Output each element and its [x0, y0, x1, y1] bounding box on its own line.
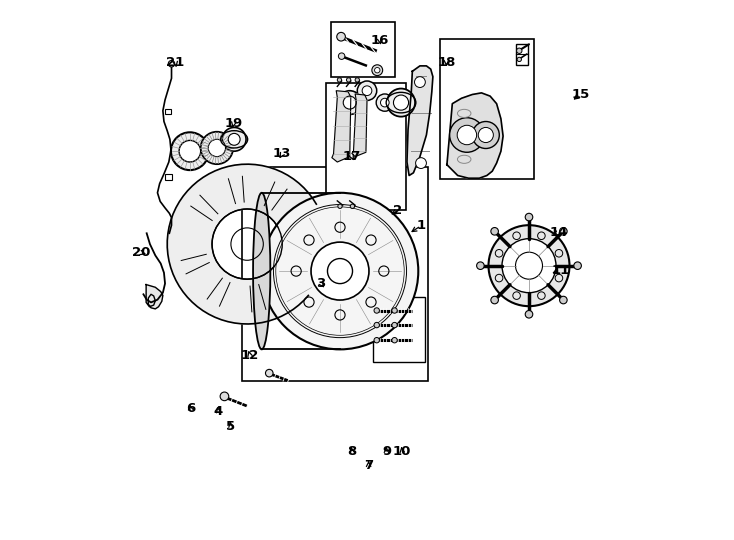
Polygon shape: [332, 91, 351, 162]
Text: 16: 16: [371, 34, 389, 47]
Circle shape: [502, 239, 556, 293]
Circle shape: [222, 127, 246, 151]
Text: 17: 17: [343, 150, 361, 163]
Circle shape: [346, 78, 351, 82]
Circle shape: [327, 259, 352, 284]
Circle shape: [338, 204, 342, 208]
Text: 4: 4: [214, 405, 223, 418]
Bar: [516, 44, 528, 65]
Bar: [326, 83, 406, 210]
Text: 11: 11: [551, 264, 570, 276]
Circle shape: [338, 53, 345, 59]
Circle shape: [380, 98, 389, 107]
Circle shape: [179, 140, 200, 162]
Circle shape: [374, 308, 379, 313]
Circle shape: [517, 57, 521, 62]
Circle shape: [392, 322, 397, 328]
Bar: [164, 109, 171, 114]
Circle shape: [392, 308, 397, 313]
Bar: [331, 22, 395, 77]
Text: 15: 15: [571, 88, 589, 101]
Text: 2: 2: [393, 204, 402, 217]
Circle shape: [479, 127, 493, 143]
Text: 12: 12: [241, 349, 259, 362]
Circle shape: [574, 262, 581, 269]
Circle shape: [168, 60, 175, 67]
Circle shape: [338, 78, 341, 82]
Circle shape: [393, 95, 409, 110]
Circle shape: [517, 48, 522, 53]
Circle shape: [337, 32, 346, 41]
Circle shape: [489, 225, 570, 306]
Text: 9: 9: [382, 445, 391, 458]
Text: 10: 10: [393, 445, 411, 458]
Circle shape: [374, 322, 379, 328]
Text: 14: 14: [550, 226, 568, 239]
Circle shape: [171, 132, 208, 170]
Circle shape: [457, 125, 476, 145]
Text: 18: 18: [437, 56, 456, 69]
Bar: [241, 167, 428, 381]
Text: 5: 5: [226, 420, 236, 433]
Text: 3: 3: [316, 277, 326, 290]
Text: 8: 8: [347, 445, 357, 458]
Circle shape: [491, 227, 498, 235]
Text: 20: 20: [132, 246, 150, 259]
Circle shape: [208, 139, 225, 157]
Polygon shape: [447, 93, 503, 178]
Text: 21: 21: [166, 56, 184, 69]
Circle shape: [472, 122, 499, 148]
Bar: [165, 174, 172, 180]
Bar: [374, 297, 425, 362]
Circle shape: [355, 78, 360, 82]
Text: 7: 7: [364, 459, 373, 472]
Circle shape: [526, 310, 533, 318]
Circle shape: [311, 242, 369, 300]
Circle shape: [415, 77, 425, 87]
Text: 6: 6: [186, 402, 195, 415]
Circle shape: [377, 94, 393, 111]
Circle shape: [450, 118, 484, 152]
Circle shape: [515, 252, 542, 279]
Circle shape: [220, 392, 229, 401]
Circle shape: [350, 204, 355, 208]
Circle shape: [415, 158, 426, 168]
Polygon shape: [407, 66, 433, 176]
Circle shape: [228, 133, 240, 145]
Circle shape: [374, 68, 380, 73]
Circle shape: [262, 193, 418, 349]
Polygon shape: [352, 94, 367, 157]
Circle shape: [374, 338, 379, 343]
Circle shape: [476, 262, 484, 269]
Polygon shape: [146, 285, 163, 309]
Circle shape: [338, 91, 362, 114]
Polygon shape: [167, 164, 316, 324]
Text: 19: 19: [225, 117, 243, 130]
Circle shape: [387, 89, 415, 117]
Circle shape: [392, 338, 397, 343]
Text: 13: 13: [273, 147, 291, 160]
Circle shape: [559, 296, 567, 304]
Ellipse shape: [253, 193, 270, 349]
Circle shape: [372, 65, 382, 76]
Text: 1: 1: [416, 219, 426, 232]
Circle shape: [559, 227, 567, 235]
Circle shape: [266, 369, 273, 377]
Circle shape: [200, 132, 233, 164]
Circle shape: [362, 86, 372, 96]
Circle shape: [357, 81, 377, 100]
Circle shape: [526, 213, 533, 221]
Circle shape: [344, 96, 356, 109]
Circle shape: [491, 296, 498, 304]
Bar: [440, 39, 534, 179]
